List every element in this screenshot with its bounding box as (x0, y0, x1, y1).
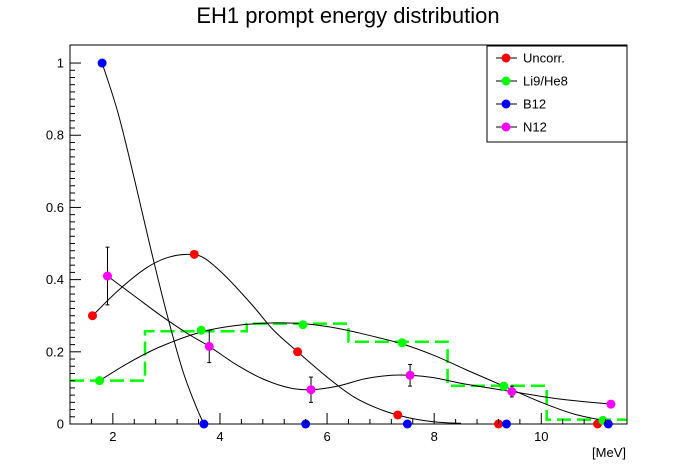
data-point-0-1 (189, 249, 199, 259)
x-axis-label: [MeV] (592, 445, 626, 460)
x-tick-label-3: 8 (431, 429, 438, 444)
data-point-2-0 (97, 58, 107, 68)
data-point-1-2 (298, 320, 308, 330)
legend-label-0: Uncorr. (523, 51, 565, 66)
data-point-1-3 (397, 338, 407, 348)
histogram-layer (70, 322, 627, 421)
y-tick-label-5: 1 (57, 56, 64, 71)
x-tick-label-4: 10 (534, 429, 548, 444)
data-point-1-0 (94, 376, 104, 386)
data-point-3-3 (405, 370, 415, 380)
data-point-3-2 (306, 385, 316, 395)
data-point-0-2 (293, 347, 303, 357)
data-point-2-4 (501, 419, 511, 429)
x-tick-label-2: 6 (323, 429, 330, 444)
data-point-3-4 (507, 387, 517, 397)
legend-label-3: N12 (523, 120, 547, 135)
data-point-1-1 (196, 325, 206, 335)
legend-marker-2 (501, 99, 511, 109)
x-tick-label-1: 4 (216, 429, 223, 444)
data-point-2-3 (402, 419, 412, 429)
legend-label-1: Li9/He8 (523, 74, 568, 89)
y-tick-label-1: 0.2 (46, 344, 64, 359)
legend: Uncorr. Li9/He8 B12 N12 (486, 45, 628, 143)
y-tick-label-2: 0.4 (46, 272, 64, 287)
data-points-layer (87, 58, 616, 429)
data-point-3-1 (204, 341, 214, 351)
data-point-3-0 (102, 271, 112, 281)
data-point-3-5 (606, 399, 616, 409)
data-point-2-1 (199, 419, 209, 429)
legend-marker-1 (501, 76, 511, 86)
chart-title: EH1 prompt energy distribution (196, 3, 499, 28)
data-point-0-0 (87, 311, 97, 321)
data-point-0-3 (393, 410, 403, 420)
legend-label-2: B12 (523, 97, 546, 112)
x-tick-label-0: 2 (109, 429, 116, 444)
data-point-1-4 (499, 381, 509, 391)
fit-curve-1 (99, 322, 604, 421)
y-tick-label-0: 0 (57, 417, 64, 432)
y-tick-label-4: 0.8 (46, 128, 64, 143)
y-tick-label-3: 0.6 (46, 200, 64, 215)
fit-curve-3 (107, 275, 611, 405)
legend-marker-0 (501, 53, 511, 63)
fit-curve-2 (101, 62, 205, 425)
legend-marker-3 (501, 122, 511, 132)
histogram-1 (70, 322, 627, 421)
axes-layer: 2 4 6 8 10 0 0.2 0.4 0.6 0.8 1 (46, 56, 628, 444)
